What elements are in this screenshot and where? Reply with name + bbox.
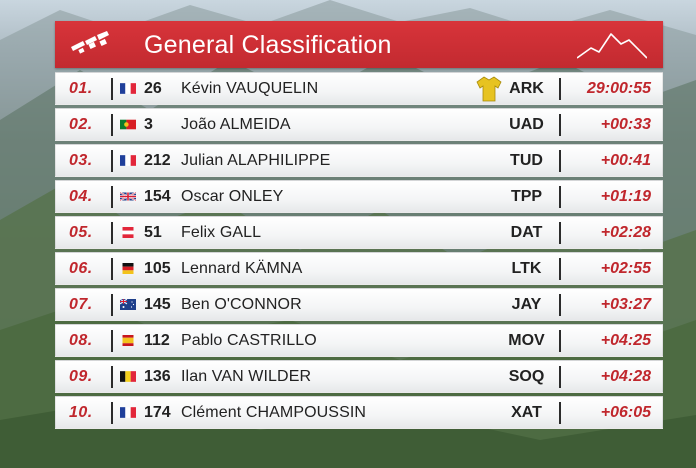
bib-number: 3 (144, 116, 153, 133)
rank: 05. (69, 224, 93, 241)
bib-number: 26 (144, 80, 162, 97)
table-row: 03. 212 Julian ALAPHILIPPE TUD +00:41 (55, 144, 663, 177)
bib-number: 105 (144, 260, 171, 277)
team-code: TUD (510, 152, 543, 169)
france-flag-icon (120, 155, 136, 166)
team-code: TPP (510, 188, 543, 205)
time-gap: +02:28 (600, 224, 651, 241)
bib-number: 136 (144, 368, 171, 385)
time-gap: +00:33 (600, 116, 651, 133)
divider (111, 78, 113, 100)
rider-name: Julian ALAPHILIPPE (181, 152, 331, 169)
mountain-stage-icon (577, 33, 647, 59)
divider (111, 330, 113, 352)
time-gap: +04:25 (600, 332, 651, 349)
team-code: UAD (509, 116, 544, 133)
rider-name: João ALMEIDA (181, 116, 291, 133)
rank: 08. (69, 332, 93, 349)
divider (559, 258, 561, 280)
table-row: 05. 51 Felix GALL DAT +02:28 (55, 216, 663, 249)
table-row: 01. 26 Kévin VAUQUELIN ARK 29:00:55 (55, 72, 663, 105)
rank: 06. (69, 260, 93, 277)
rider-name: Kévin VAUQUELIN (181, 80, 319, 97)
time-gap: +04:28 (600, 368, 651, 385)
austria-flag-icon (120, 227, 136, 238)
divider (111, 222, 113, 244)
divider (111, 402, 113, 424)
divider (559, 402, 561, 424)
table-row: 10. 174 Clément CHAMPOUSSIN XAT +06:05 (55, 396, 663, 429)
australia-flag-icon (120, 299, 136, 310)
bib-number: 174 (144, 404, 171, 421)
divider (559, 186, 561, 208)
divider (559, 222, 561, 244)
rider-name: Oscar ONLEY (181, 188, 284, 205)
divider (111, 114, 113, 136)
rider-name: Lennard KÄMNA (181, 260, 303, 277)
bib-number: 112 (144, 332, 170, 349)
team-code: MOV (508, 332, 545, 349)
time-gap: +01:19 (600, 188, 651, 205)
divider (111, 150, 113, 172)
divider (559, 78, 561, 100)
rank: 04. (69, 188, 93, 205)
team-code: DAT (510, 224, 543, 241)
rider-name: Pablo CASTRILLO (181, 332, 317, 349)
bib-number: 154 (144, 188, 171, 205)
belgium-flag-icon (120, 371, 136, 382)
germany-flag-icon (120, 263, 136, 274)
table-row: 07. 145 Ben O'CONNOR JAY +03:27 (55, 288, 663, 321)
team-code: XAT (511, 404, 542, 421)
bib-number: 51 (144, 224, 162, 241)
bib-number: 212 (144, 152, 171, 169)
rank: 09. (69, 368, 93, 385)
divider (559, 294, 561, 316)
rider-name: Ben O'CONNOR (181, 296, 302, 313)
time-gap: +03:27 (600, 296, 651, 313)
table-row: 04. 154 Oscar ONLEY TPP +01:19 (55, 180, 663, 213)
portugal-flag-icon (120, 119, 136, 130)
race-logo-icon (71, 31, 109, 54)
rank: 03. (69, 152, 93, 169)
team-code: JAY (511, 296, 542, 313)
divider (111, 294, 113, 316)
team-code: LTK (511, 260, 542, 277)
spain-flag-icon (120, 335, 136, 346)
bib-number: 145 (144, 296, 171, 313)
page-title: General Classification (144, 31, 392, 59)
table-row: 08. 112 Pablo CASTRILLO MOV +04:25 (55, 324, 663, 357)
divider (111, 366, 113, 388)
time-gap: 29:00:55 (586, 80, 651, 97)
rank: 07. (69, 296, 93, 313)
table-row: 09. 136 Ilan VAN WILDER SOQ +04:28 (55, 360, 663, 393)
divider (559, 366, 561, 388)
france-flag-icon (120, 407, 136, 418)
time-gap: +00:41 (600, 152, 651, 169)
yellow-jersey-icon (476, 76, 502, 102)
time-gap: +02:55 (600, 260, 651, 277)
classification-header: General Classification (55, 21, 663, 68)
rank: 10. (69, 404, 93, 421)
divider (559, 114, 561, 136)
rider-name: Felix GALL (181, 224, 262, 241)
united-kingdom-flag-icon (120, 191, 136, 202)
rank: 02. (69, 116, 93, 133)
team-code: SOQ (508, 368, 545, 385)
time-gap: +06:05 (600, 404, 651, 421)
table-row: 06. 105 Lennard KÄMNA LTK +02:55 (55, 252, 663, 285)
divider (559, 330, 561, 352)
divider (111, 186, 113, 208)
rider-name: Ilan VAN WILDER (181, 368, 312, 385)
rider-name: Clément CHAMPOUSSIN (181, 404, 367, 421)
table-row: 02. 3 João ALMEIDA UAD +00:33 (55, 108, 663, 141)
france-flag-icon (120, 83, 136, 94)
divider (111, 258, 113, 280)
rank: 01. (69, 80, 93, 97)
divider (559, 150, 561, 172)
team-code: ARK (509, 80, 544, 97)
